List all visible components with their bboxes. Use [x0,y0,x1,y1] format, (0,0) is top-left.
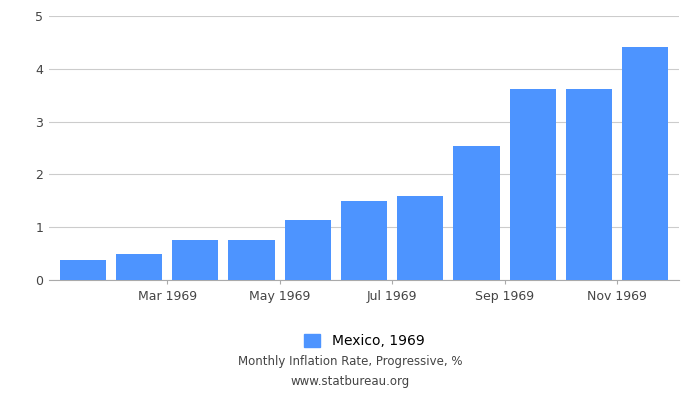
Bar [566,89,612,280]
Bar [397,196,443,280]
Bar [172,240,218,280]
Bar [228,240,274,280]
Text: Monthly Inflation Rate, Progressive, %: Monthly Inflation Rate, Progressive, % [238,356,462,368]
Bar [285,220,331,280]
Text: www.statbureau.org: www.statbureau.org [290,376,410,388]
Bar [510,89,556,280]
Bar [60,260,106,280]
Bar [341,201,387,280]
Legend: Mexico, 1969: Mexico, 1969 [304,334,424,348]
Bar [116,254,162,280]
Bar [454,146,500,280]
Bar [622,47,668,280]
